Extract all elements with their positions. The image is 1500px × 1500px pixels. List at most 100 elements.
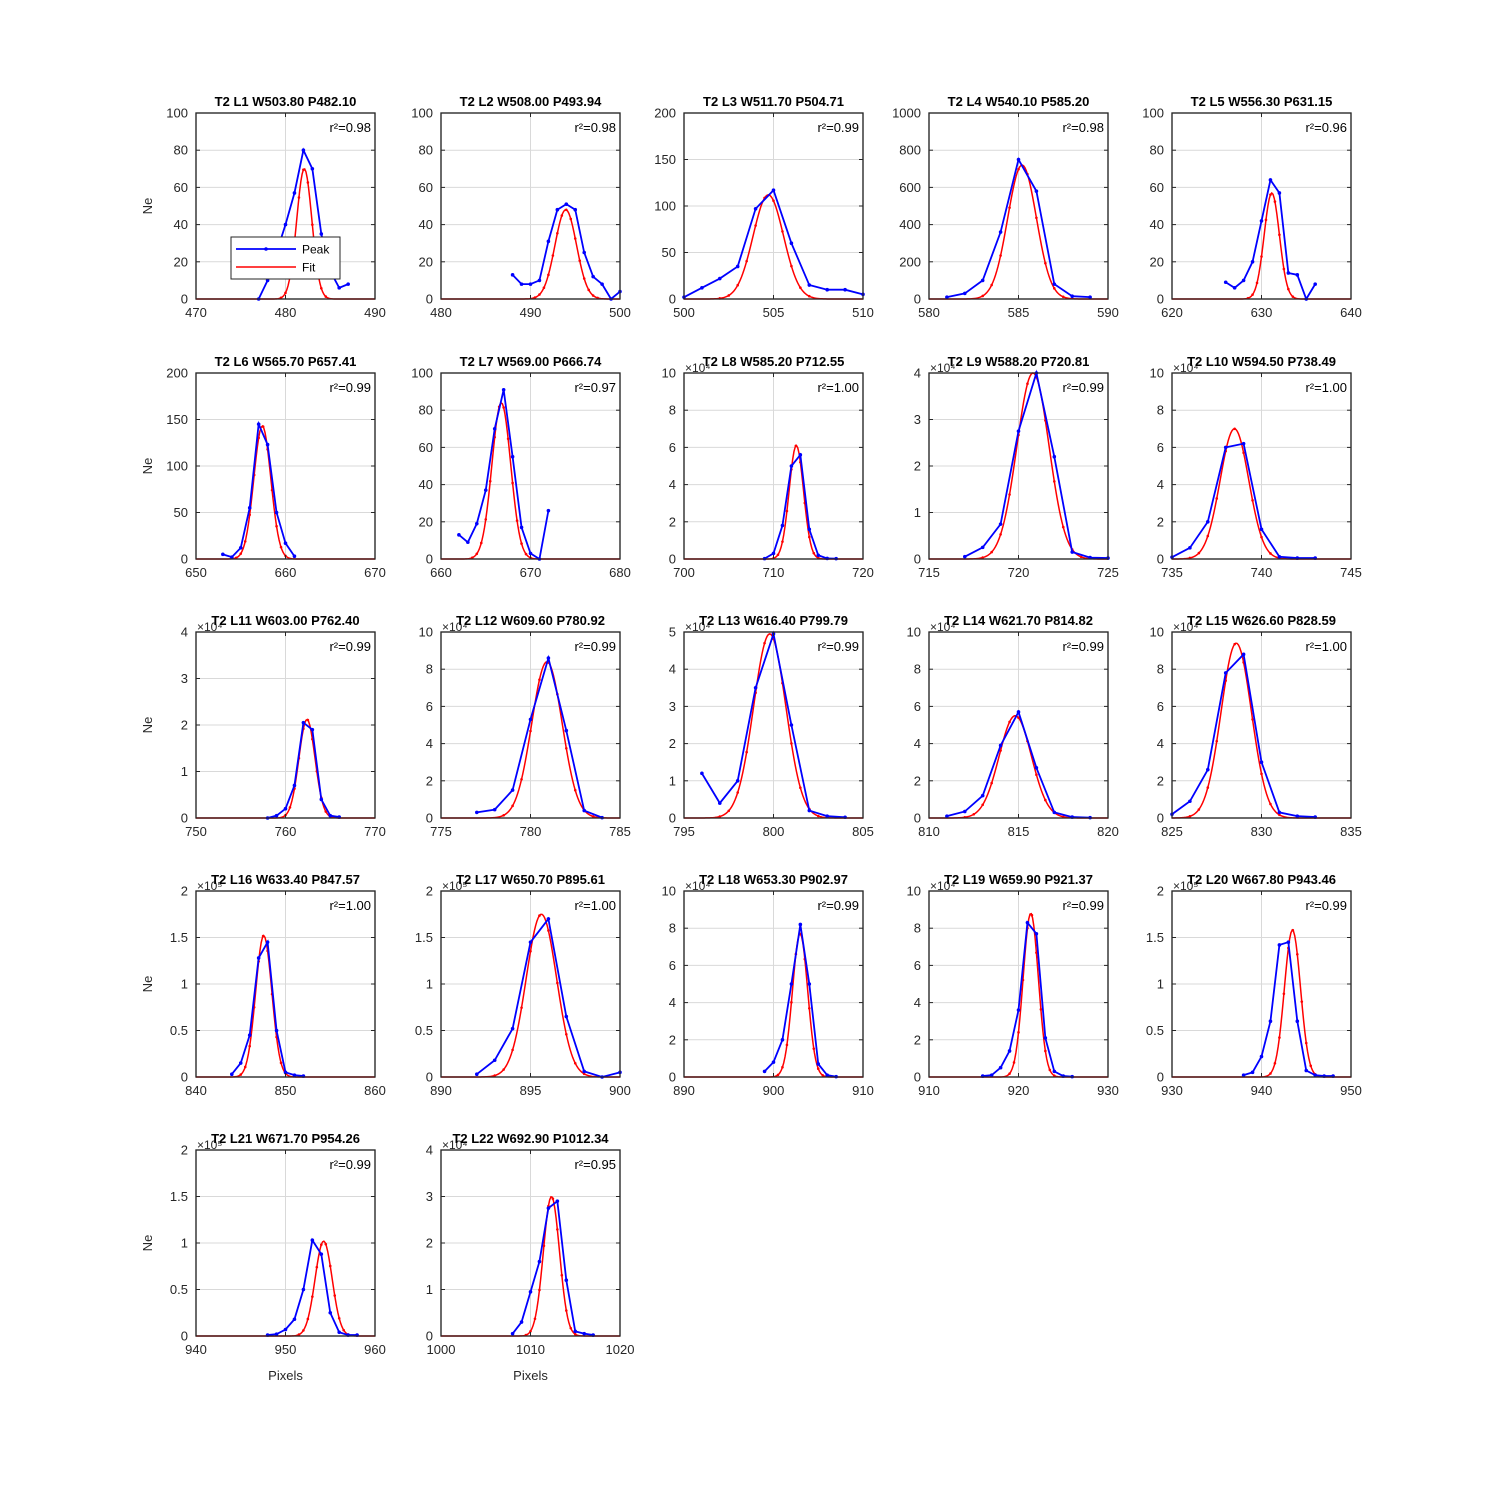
y-tick-label: 1.5 — [415, 930, 433, 945]
fit-point — [736, 283, 739, 287]
y-tick-label: 8 — [669, 403, 676, 418]
fit-point — [808, 1006, 811, 1010]
peak-point — [980, 793, 985, 798]
peak-point — [310, 1238, 315, 1243]
fit-point — [297, 196, 301, 199]
r-squared-annotation: r²=0.99 — [329, 1157, 371, 1172]
x-tick-label: 480 — [430, 305, 452, 320]
fit-point — [1273, 1061, 1277, 1065]
y-tick-label: 4 — [914, 366, 921, 381]
peak-point — [980, 278, 985, 283]
x-tick-label: 840 — [185, 1083, 207, 1098]
x-tick-label: 670 — [520, 565, 542, 580]
peak-point — [762, 1069, 767, 1074]
y-axis-exponent: ×10⁵ — [197, 1138, 222, 1152]
peak-point — [825, 287, 829, 292]
y-tick-label: 1 — [181, 977, 188, 992]
fit-point — [981, 556, 984, 559]
fit-point — [999, 254, 1002, 257]
x-tick-label: 830 — [1251, 824, 1273, 839]
fit-point — [1260, 255, 1263, 258]
fit-point — [776, 1073, 780, 1077]
fit-point — [311, 223, 314, 226]
fit-point — [1215, 497, 1219, 500]
fit-point — [1035, 216, 1038, 220]
fit-point — [1206, 786, 1210, 789]
fit-point — [1287, 287, 1290, 291]
peak-point — [789, 982, 794, 986]
y-tick-label: 20 — [419, 254, 433, 269]
y-tick-label: 80 — [419, 403, 433, 418]
y-tick-label: 0 — [426, 811, 433, 826]
fit-point — [520, 1006, 523, 1009]
peak-point — [301, 148, 306, 152]
fit-point — [821, 1073, 825, 1077]
subplot-title: T2 L19 W659.90 P921.37 — [944, 872, 1093, 887]
subplot-title: T2 L17 W650.70 P895.61 — [456, 872, 605, 887]
peak-point — [753, 686, 758, 690]
x-tick-label: 1010 — [516, 1342, 545, 1357]
fit-point — [556, 232, 559, 235]
peak-point — [1277, 554, 1282, 559]
peak-point — [1259, 527, 1264, 532]
r-squared-annotation: r²=0.99 — [329, 639, 371, 654]
peak-point — [1259, 219, 1264, 223]
fit-point — [1304, 1041, 1308, 1045]
y-tick-label: 0 — [669, 1070, 676, 1085]
fit-point — [320, 1243, 323, 1246]
y-tick-label: 2 — [181, 718, 188, 733]
y-tick-label: 1 — [426, 977, 433, 992]
fit-point — [542, 286, 546, 290]
peak-point — [1232, 286, 1237, 290]
y-tick-label: 4 — [1157, 477, 1164, 492]
y-tick-label: 0 — [181, 552, 188, 567]
y-tick-label: 0 — [669, 292, 676, 307]
peak-point — [1250, 1070, 1255, 1075]
peak-point — [963, 809, 967, 814]
peak-point — [1016, 1008, 1021, 1012]
y-tick-label: 80 — [1150, 143, 1164, 158]
peak-point — [600, 282, 604, 286]
y-tick-label: 2 — [914, 1032, 921, 1047]
fit-point — [781, 1065, 784, 1069]
y-tick-label: 40 — [419, 477, 433, 492]
fit-point — [1008, 206, 1011, 209]
fit-point — [511, 481, 514, 485]
subplot-2: 480 490 500 0 20 40 60 80 100 T2 L2 W508.00 P493.… — [411, 94, 631, 320]
fit-point — [484, 518, 488, 521]
peak-point — [519, 1320, 524, 1324]
fit-point — [261, 425, 265, 428]
peak-point — [292, 191, 297, 195]
peak-point — [328, 1310, 333, 1315]
peak-point — [1286, 940, 1291, 944]
fit-point — [279, 1061, 283, 1065]
subplot-title: T2 L22 W692.90 P1012.34 — [452, 1131, 609, 1146]
peak-point — [582, 1331, 586, 1336]
x-tick-label: 900 — [609, 1083, 631, 1098]
peak-point — [582, 250, 586, 255]
peak-point — [1025, 920, 1030, 925]
fit-point — [799, 286, 802, 289]
fit-point — [1206, 534, 1210, 538]
fit-point — [1278, 813, 1281, 817]
fit-point — [533, 1317, 537, 1321]
y-tick-label: 4 — [426, 1143, 433, 1158]
y-tick-label: 0.5 — [415, 1023, 433, 1038]
fit-point — [573, 237, 577, 240]
peak-point — [780, 523, 785, 528]
fit-point — [315, 1265, 319, 1269]
r-squared-annotation: r²=0.99 — [1062, 898, 1104, 913]
fit-point — [790, 1001, 793, 1004]
fit-point — [538, 914, 541, 917]
fit-point — [502, 813, 505, 817]
y-axis-exponent: ×10⁴ — [930, 879, 956, 893]
peak-point — [798, 453, 803, 457]
fit-point — [972, 813, 976, 816]
r-squared-annotation: r²=0.98 — [329, 120, 371, 135]
x-tick-label: 820 — [1097, 824, 1119, 839]
